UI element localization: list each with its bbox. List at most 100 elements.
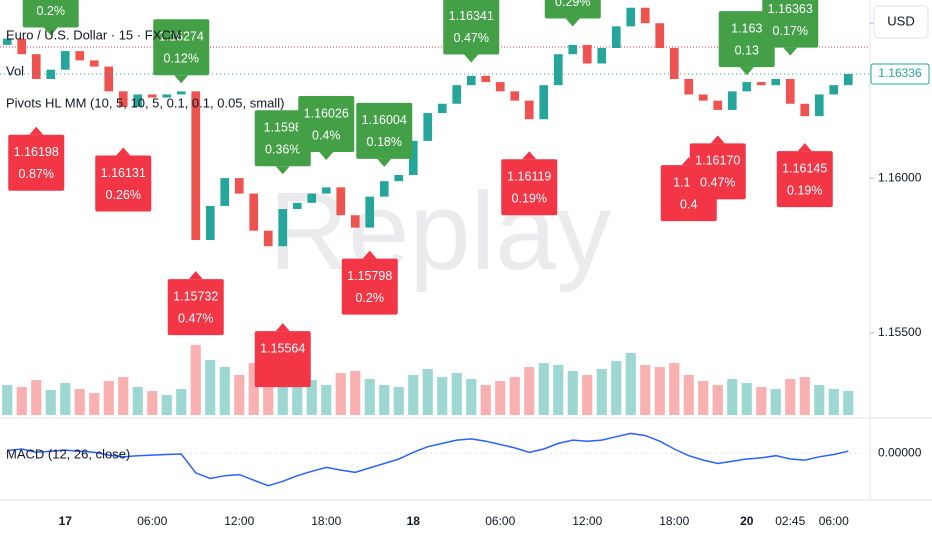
candle xyxy=(727,91,737,110)
pivot-price: 1.1598 xyxy=(264,121,302,135)
volume-bar xyxy=(335,373,346,415)
pivot-label: 1.16363 0.17% xyxy=(762,0,819,56)
volume-bar xyxy=(683,375,694,415)
pivot-change: 0.47% xyxy=(700,176,735,190)
pivot-price: 1.16363 xyxy=(768,2,813,16)
pivot-pointer xyxy=(739,67,754,76)
candle xyxy=(379,181,389,197)
volume-bar xyxy=(89,393,100,415)
pivot-price: 1.16274 xyxy=(159,30,204,44)
volume-bar xyxy=(248,363,259,415)
pivot-pointer xyxy=(377,158,392,167)
pivot-pointer xyxy=(29,126,44,135)
volume-bar xyxy=(596,369,607,415)
pivot-label: 1.16274 0.12% xyxy=(153,19,210,84)
pivot-price: 1.16004 xyxy=(362,113,407,127)
candle xyxy=(524,100,534,120)
volume-bar xyxy=(74,389,85,415)
candle xyxy=(553,54,563,86)
candle xyxy=(582,44,592,64)
pivot-box xyxy=(544,0,601,19)
pivot-pointer xyxy=(783,47,798,56)
pivot-label: 1.16198 0.87% xyxy=(8,126,65,191)
candle xyxy=(829,85,839,95)
candle xyxy=(408,140,418,175)
x-tick-label: 18:00 xyxy=(659,514,689,528)
volume-bar xyxy=(2,385,13,415)
candle xyxy=(568,44,578,55)
candle xyxy=(365,196,375,228)
candle xyxy=(220,178,230,206)
pivot-change: 0.17% xyxy=(773,24,808,38)
pivot-box xyxy=(153,19,210,76)
pivot-box xyxy=(501,159,558,216)
volume-bar xyxy=(495,381,506,415)
pivot-change: 0.29% xyxy=(555,0,590,9)
volume-bar xyxy=(379,385,390,415)
pivot-pointer xyxy=(362,250,377,259)
candle xyxy=(669,48,679,79)
pivot-change: 0.2% xyxy=(37,4,66,18)
volume-bar xyxy=(814,385,825,415)
pivot-box xyxy=(254,110,311,167)
candle xyxy=(191,91,201,241)
pivot-pointer xyxy=(116,147,131,156)
candle xyxy=(75,51,85,61)
x-tick-label: 06:00 xyxy=(485,514,515,528)
candle xyxy=(249,193,259,231)
last-price: 1.16336 xyxy=(878,66,922,80)
pivot-pointer xyxy=(275,166,290,175)
pivot-label: 1.15564 xyxy=(254,323,311,388)
pivot-pointer xyxy=(464,54,479,63)
candle xyxy=(2,38,12,45)
candle xyxy=(611,26,621,49)
candle xyxy=(336,187,346,216)
volume-bar xyxy=(451,373,462,415)
pivot-box xyxy=(298,96,355,153)
pivot-price: 1.16145 xyxy=(782,161,827,175)
pivot-change: 0.4% xyxy=(312,128,341,142)
pivot-box xyxy=(22,0,79,28)
candle xyxy=(205,205,215,241)
candle xyxy=(771,78,781,86)
volume-bar xyxy=(741,383,752,415)
volume-bar xyxy=(306,380,317,415)
volume-bar xyxy=(785,379,796,415)
pivot-pointer xyxy=(319,152,334,161)
pivot-change: 0.19% xyxy=(787,183,822,197)
currency-button[interactable] xyxy=(873,5,929,39)
x-tick-label: 12:00 xyxy=(224,514,254,528)
currency[interactable]: USD xyxy=(887,13,914,28)
pivot-change: 0.47% xyxy=(454,31,489,45)
candle xyxy=(133,94,143,107)
volume-bar xyxy=(524,367,535,415)
volume-bar xyxy=(118,377,129,415)
pivot-price: 1.16131 xyxy=(101,166,146,180)
candle xyxy=(234,178,244,194)
volume-bar xyxy=(103,381,114,415)
volume-bar xyxy=(176,389,187,415)
volume-bar xyxy=(611,361,622,415)
candle xyxy=(321,187,331,194)
candle xyxy=(162,94,172,98)
pivot-label: 1.16145 0.19% xyxy=(776,143,833,208)
x-tick-label: 20 xyxy=(740,514,754,528)
volume-bar xyxy=(480,385,491,415)
pivot-label: 1.16341 0.47% xyxy=(443,0,500,63)
x-tick-label: 06:00 xyxy=(819,514,849,528)
pivot-change: 0.26% xyxy=(106,188,141,202)
volume-bar xyxy=(509,377,520,415)
volume-bar xyxy=(161,395,172,415)
chart-title: Euro / U.S. Dollar · 15 · FXCM xyxy=(6,27,182,42)
candle xyxy=(800,103,810,117)
candle xyxy=(597,48,607,64)
candle xyxy=(495,82,505,92)
volume-bar xyxy=(205,360,216,415)
pivot-box xyxy=(254,331,311,388)
candle xyxy=(655,23,665,49)
pivot-box xyxy=(443,0,500,55)
pivot-box xyxy=(356,102,413,159)
pivot-label: 1.15798 0.2% xyxy=(341,250,398,315)
volume-bar xyxy=(553,365,564,415)
candle xyxy=(684,78,694,95)
